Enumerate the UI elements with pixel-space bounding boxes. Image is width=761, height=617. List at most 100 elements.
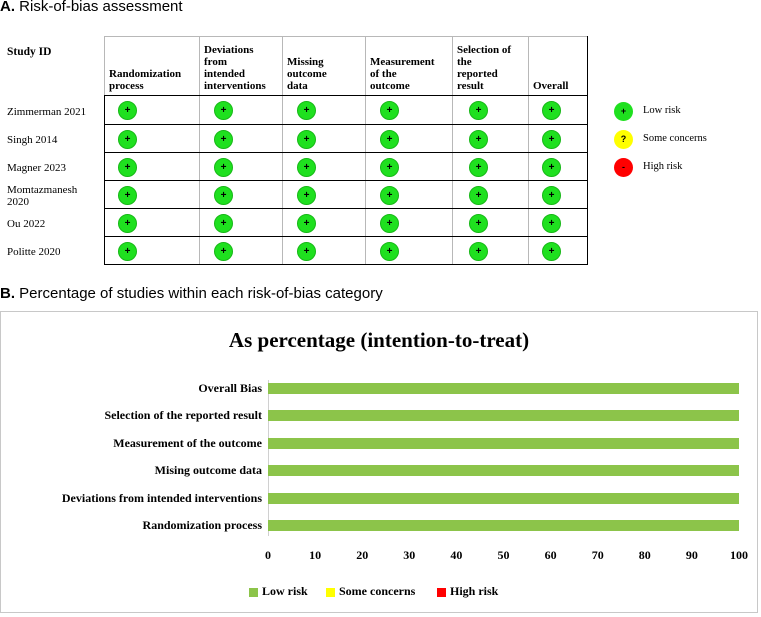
column-header: Randomization process: [109, 68, 181, 92]
column-header-line: Randomization: [109, 68, 182, 80]
column-header-line: from: [204, 56, 228, 68]
bar-low-risk: [268, 383, 739, 394]
judgement-dot: +: [542, 214, 561, 233]
judgement-dot: +: [118, 186, 137, 205]
judgement-dot: +: [214, 242, 233, 261]
column-header-line: of the: [370, 68, 397, 80]
column-header-line: outcome: [287, 68, 327, 80]
study-label-line: Ou 2022: [7, 218, 46, 230]
judgement-dot: +: [297, 186, 316, 205]
judgement-dot: +: [118, 242, 137, 261]
judgement-dot: +: [542, 158, 561, 177]
grid-hline: [104, 236, 588, 237]
category-label: Deviations from intended interventions: [61, 490, 262, 505]
legend-dot: +: [614, 102, 633, 121]
x-tick-label: 80: [638, 548, 651, 562]
study-label: Magner 2023: [7, 162, 66, 174]
judgement-dot: +: [118, 101, 137, 120]
grid-hline: [199, 36, 587, 37]
column-header: Missing outcome data: [287, 56, 327, 92]
grid-vline: [528, 36, 529, 264]
judgement-dot: +: [380, 130, 399, 149]
judgement-dot: +: [469, 186, 488, 205]
category-label: Overall Bias: [198, 381, 262, 395]
x-tick-label: 10: [309, 548, 322, 562]
x-tick-label: 40: [450, 548, 463, 562]
judgement-dot: +: [118, 130, 137, 149]
judgement-dot: +: [542, 101, 561, 120]
column-header-line: reported: [457, 68, 498, 80]
legend-label: Some concerns: [339, 584, 416, 598]
column-header: Measurement of the outcome: [370, 56, 435, 92]
column-header-line: Overall: [533, 80, 569, 92]
judgement-dot: +: [297, 101, 316, 120]
column-header-line: the: [457, 56, 472, 68]
study-label: Momtazmanesh 2020: [7, 184, 77, 208]
legend-label: High risk: [450, 584, 499, 598]
legend-swatch: [437, 588, 446, 597]
column-header-line: interventions: [204, 80, 266, 92]
bar-low-risk: [268, 492, 739, 504]
category-label: Mising outcome data: [154, 463, 262, 478]
judgement-dot: +: [380, 214, 399, 233]
judgement-dot: +: [297, 130, 316, 149]
judgement-dot: +: [214, 101, 233, 120]
judgement-dot: +: [469, 158, 488, 177]
bar-low-risk: [268, 465, 739, 477]
legend-label: High risk: [643, 161, 683, 172]
study-label-line: Magner 2023: [7, 162, 66, 174]
category-label: Randomization process: [142, 518, 262, 532]
column-header-line: Missing: [287, 56, 324, 68]
judgement-dot: +: [380, 242, 399, 261]
grid-hline: [104, 36, 199, 37]
legend-label: Low risk: [262, 584, 308, 598]
grid-hline: [104, 264, 588, 265]
study-label-line: Politte 2020: [7, 246, 61, 258]
study-label-line: Singh 2014: [7, 134, 58, 146]
grid-vline: [199, 36, 200, 264]
chart-title: As percentage (intention-to-treat): [228, 328, 530, 352]
grid-vline: [104, 95, 105, 264]
x-tick-label: 30: [403, 548, 416, 562]
y-axis-line: [268, 380, 269, 536]
judgement-dot: +: [297, 158, 316, 177]
grid-vline: [104, 36, 105, 95]
x-tick-label: 60: [544, 548, 557, 562]
study-label: Politte 2020: [7, 246, 60, 258]
judgement-dot: +: [297, 242, 316, 261]
judgement-dot: +: [469, 214, 488, 233]
x-tick-label: 100: [730, 548, 748, 562]
study-id-header: Study ID: [7, 46, 52, 58]
judgement-dot: +: [542, 186, 561, 205]
x-tick-label: 20: [356, 548, 369, 562]
column-header-line: Deviations: [204, 44, 254, 56]
study-label-line: Momtazmanesh: [7, 184, 78, 196]
judgement-dot: +: [214, 214, 233, 233]
judgement-dot: +: [542, 130, 561, 149]
study-label-line: 2020: [7, 196, 29, 208]
column-header-line: Measurement: [370, 56, 435, 68]
judgement-dot: +: [214, 158, 233, 177]
column-header-line: intended: [204, 68, 245, 80]
bar-low-risk: [268, 410, 739, 422]
bar-low-risk: [268, 520, 739, 531]
grid-vline: [452, 36, 453, 264]
grid-vline: [365, 36, 366, 264]
legend-swatch: [249, 588, 258, 597]
x-tick-label: 90: [685, 548, 698, 562]
judgement-dot: +: [297, 214, 316, 233]
grid-hline: [104, 95, 588, 96]
column-header: Deviations from intended interventions: [204, 44, 266, 92]
column-header-line: data: [287, 80, 308, 92]
judgement-dot: +: [469, 101, 488, 120]
column-header: Overall: [533, 80, 568, 92]
study-label-line: Zimmerman 2021: [7, 105, 87, 118]
judgement-dot: +: [542, 242, 561, 261]
section-a-title: A. Risk-of-bias assessment: [0, 0, 183, 15]
section-b-title: B. Percentage of studies within each ris…: [0, 285, 383, 302]
legend-dot: -: [614, 158, 633, 177]
judgement-dot: +: [380, 101, 399, 120]
legend-label: Some concerns: [643, 133, 707, 144]
grid-hline: [104, 180, 588, 181]
column-header: Selection of the reported result: [457, 44, 511, 92]
